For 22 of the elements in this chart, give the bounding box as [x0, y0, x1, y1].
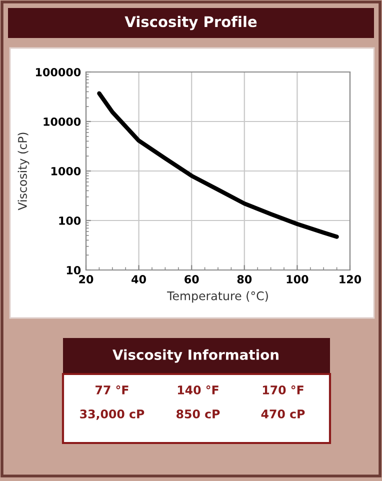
x-tick-label: 120: [340, 275, 362, 284]
y-tick-label: 10: [66, 266, 81, 274]
text: Viscosity Information: [112, 349, 278, 363]
text: 170 °F: [262, 385, 304, 394]
x-tick-label: 80: [237, 275, 252, 284]
chart-title: Viscosity Profile: [124, 16, 257, 30]
y-tick-label: 1000: [51, 166, 81, 176]
y-tick-label: 100000: [36, 68, 81, 76]
y-tick-label: 10000: [44, 117, 81, 126]
text: 140 °F: [178, 385, 218, 394]
x-axis-title: Temperature (°C): [167, 291, 268, 303]
x-tick-label: 20: [79, 275, 94, 284]
x-tick-label: 100: [286, 275, 308, 284]
line-series: [97, 91, 339, 239]
text: 33,000 cP: [80, 409, 144, 420]
x-tick-label: 40: [132, 275, 146, 284]
text: 470 cP: [261, 409, 305, 418]
y-axis-title: Viscosity (cP): [18, 132, 30, 210]
x-tick-label: 60: [184, 275, 199, 284]
text: 850 cP: [176, 409, 220, 418]
y-tick-label: 100: [59, 216, 81, 225]
text: 77 °F: [96, 385, 128, 394]
